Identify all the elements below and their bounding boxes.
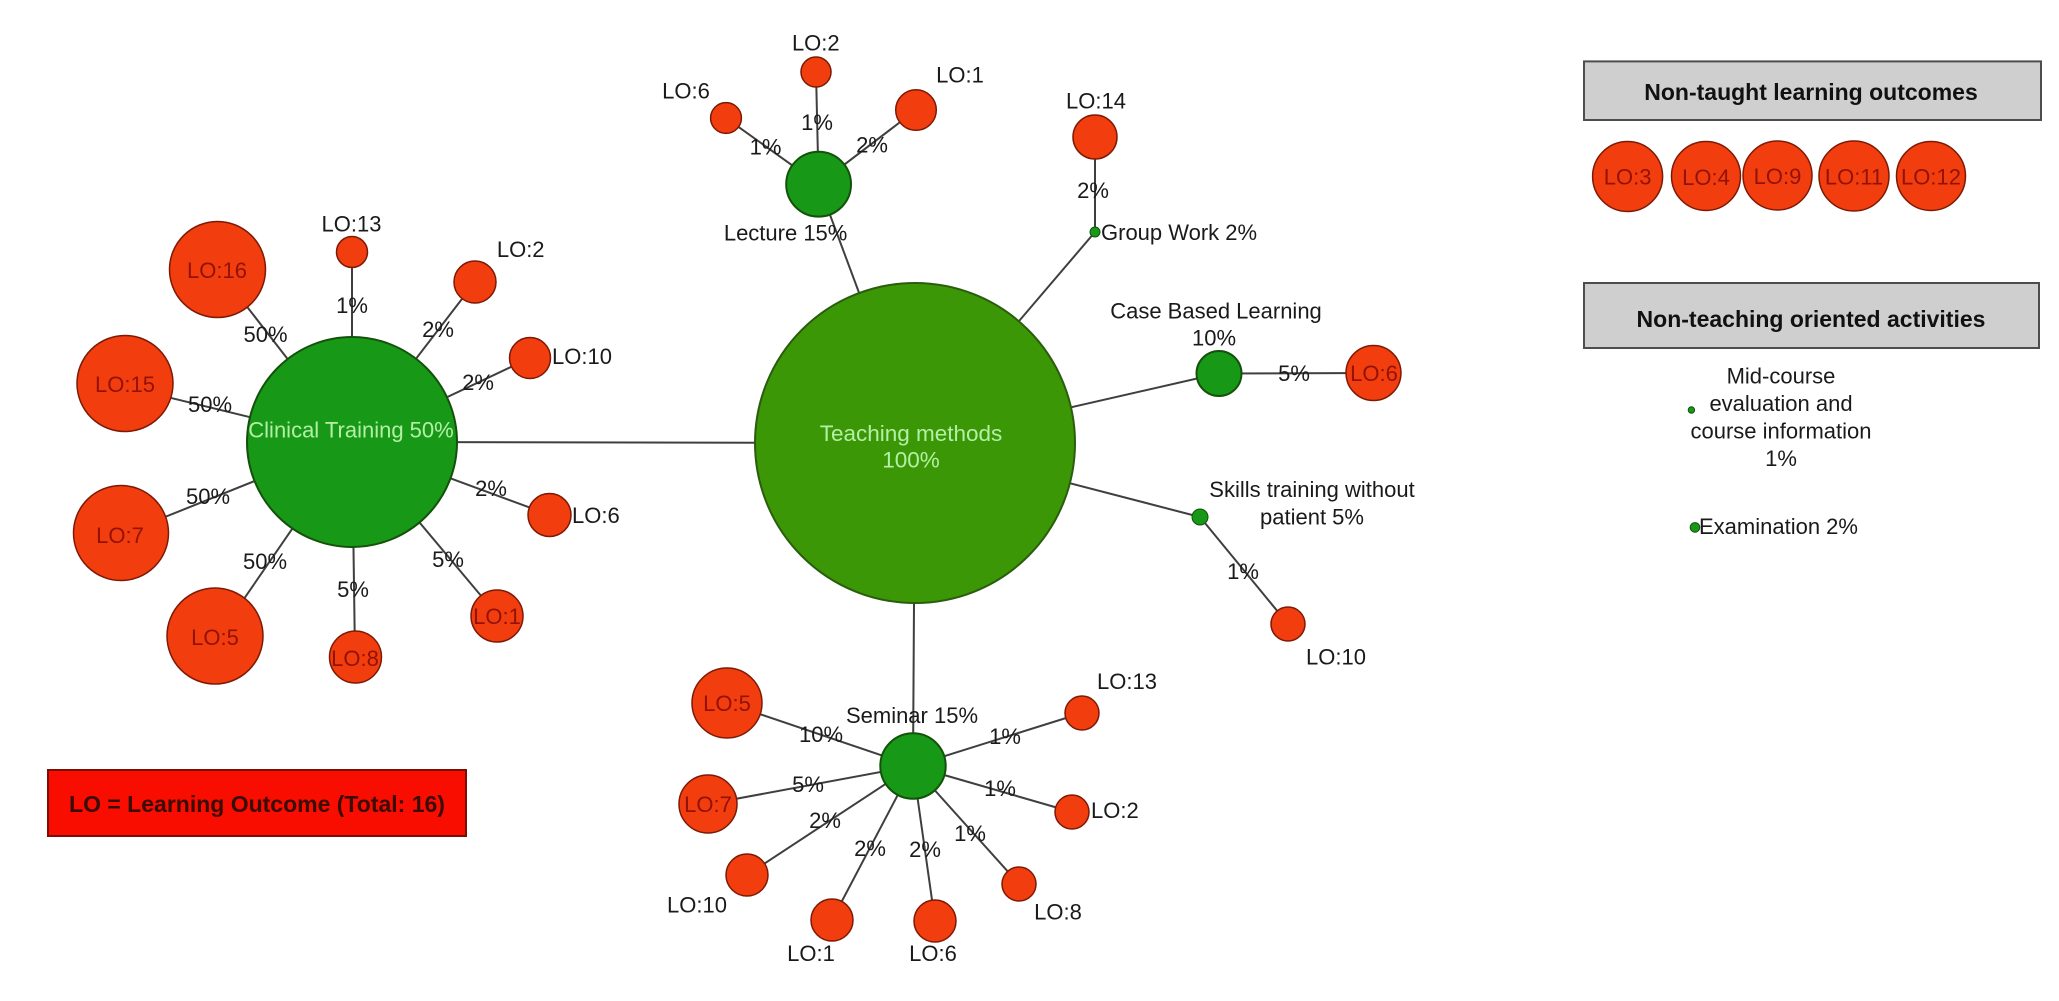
svg-text:LO:2: LO:2 — [497, 237, 545, 262]
svg-text:5%: 5% — [337, 577, 369, 602]
svg-text:LO:10: LO:10 — [667, 893, 727, 918]
svg-text:LO:13: LO:13 — [322, 212, 382, 237]
svg-text:2%: 2% — [1077, 178, 1109, 203]
svg-text:1%: 1% — [989, 724, 1021, 749]
svg-text:5%: 5% — [1278, 361, 1310, 386]
svg-text:50%: 50% — [243, 322, 287, 347]
svg-text:LO:10: LO:10 — [1306, 645, 1366, 670]
svg-text:10%: 10% — [1192, 326, 1236, 351]
svg-text:Teaching methods: Teaching methods — [820, 421, 1003, 446]
svg-text:1%: 1% — [750, 135, 782, 160]
svg-text:Lecture 15%: Lecture 15% — [724, 221, 848, 246]
svg-text:patient 5%: patient 5% — [1260, 505, 1364, 530]
svg-text:5%: 5% — [792, 772, 824, 797]
svg-text:LO:1: LO:1 — [936, 63, 984, 88]
svg-text:LO:6: LO:6 — [662, 79, 710, 104]
svg-text:LO:6: LO:6 — [909, 941, 957, 966]
svg-text:evaluation and: evaluation and — [1709, 391, 1852, 416]
svg-text:Non-teaching oriented activiti: Non-teaching oriented activities — [1637, 306, 1986, 332]
svg-text:2%: 2% — [462, 370, 494, 395]
svg-text:50%: 50% — [243, 549, 287, 574]
svg-text:1%: 1% — [1227, 559, 1259, 584]
svg-text:LO:5: LO:5 — [191, 625, 239, 650]
svg-text:LO:16: LO:16 — [187, 258, 247, 283]
svg-text:LO:11: LO:11 — [1825, 165, 1883, 190]
svg-text:Non-taught learning outcomes: Non-taught learning outcomes — [1644, 79, 1978, 105]
svg-text:LO:9: LO:9 — [1754, 164, 1802, 189]
svg-text:Case Based Learning: Case Based Learning — [1110, 299, 1322, 324]
svg-text:LO:8: LO:8 — [331, 646, 379, 671]
svg-text:2%: 2% — [809, 808, 841, 833]
svg-text:1%: 1% — [336, 293, 368, 318]
svg-text:2%: 2% — [475, 476, 507, 501]
svg-text:course information: course information — [1691, 419, 1872, 444]
svg-text:5%: 5% — [432, 547, 464, 572]
svg-text:LO:6: LO:6 — [1350, 361, 1398, 386]
svg-text:Clinical Training 50%: Clinical Training 50% — [248, 418, 453, 443]
svg-text:Skills training without: Skills training without — [1209, 477, 1414, 502]
svg-text:LO:1: LO:1 — [473, 604, 521, 629]
svg-text:LO:6: LO:6 — [572, 503, 620, 528]
svg-text:Mid-course: Mid-course — [1727, 364, 1836, 389]
svg-text:Group Work 2%: Group Work 2% — [1101, 220, 1257, 245]
svg-text:LO:4: LO:4 — [1682, 165, 1730, 190]
svg-text:LO:13: LO:13 — [1097, 669, 1157, 694]
svg-text:100%: 100% — [882, 448, 940, 473]
svg-text:LO:3: LO:3 — [1604, 165, 1652, 190]
svg-text:LO:10: LO:10 — [552, 344, 612, 369]
svg-text:10%: 10% — [799, 722, 843, 747]
svg-text:LO:14: LO:14 — [1066, 89, 1126, 114]
svg-text:LO:2: LO:2 — [792, 31, 840, 56]
svg-text:2%: 2% — [854, 836, 886, 861]
svg-text:LO:2: LO:2 — [1091, 798, 1139, 823]
svg-text:1%: 1% — [984, 776, 1016, 801]
svg-text:LO:7: LO:7 — [96, 523, 144, 548]
svg-text:1%: 1% — [801, 110, 833, 135]
svg-text:2%: 2% — [909, 837, 941, 862]
svg-text:Examination 2%: Examination 2% — [1699, 514, 1858, 539]
svg-text:2%: 2% — [422, 317, 454, 342]
svg-text:50%: 50% — [186, 484, 230, 509]
svg-text:1%: 1% — [954, 821, 986, 846]
svg-text:LO:15: LO:15 — [95, 372, 155, 397]
svg-text:1%: 1% — [1765, 446, 1797, 471]
svg-text:2%: 2% — [856, 133, 888, 158]
svg-text:LO:5: LO:5 — [703, 691, 751, 716]
svg-text:LO:8: LO:8 — [1034, 900, 1082, 925]
svg-text:LO:7: LO:7 — [684, 792, 732, 817]
svg-text:LO:12: LO:12 — [1901, 165, 1961, 190]
svg-text:LO = Learning Outcome (Total:: LO = Learning Outcome (Total: 16) — [69, 791, 445, 817]
svg-text:50%: 50% — [188, 392, 232, 417]
svg-text:Seminar 15%: Seminar 15% — [846, 703, 978, 728]
svg-text:LO:1: LO:1 — [787, 941, 835, 966]
